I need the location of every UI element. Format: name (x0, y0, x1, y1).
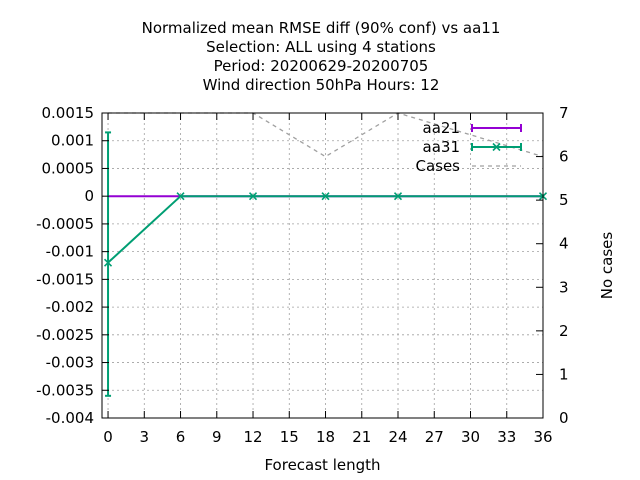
x-tick-label: 33 (497, 428, 516, 446)
point-marker (393, 192, 403, 201)
x-tick-label: 18 (316, 428, 335, 446)
y-tick-label: -0.001 (46, 243, 94, 261)
x-tick-label: 30 (461, 428, 480, 446)
y-tick-label: 0 (84, 187, 94, 205)
y-tick-label: -0.0005 (36, 215, 94, 233)
y2-tick-label: 5 (559, 191, 569, 209)
title-line: Selection: ALL using 4 stations (206, 38, 436, 56)
y-tick-label: 0.0005 (42, 159, 95, 177)
x-tick-label: 24 (388, 428, 407, 446)
y2-tick-label: 7 (559, 104, 569, 122)
x-tick-label: 36 (533, 428, 552, 446)
x-tick-label: 6 (176, 428, 186, 446)
y2-tick-label: 6 (559, 148, 569, 166)
series-layer (103, 112, 548, 397)
y-tick-label: -0.003 (46, 354, 94, 372)
y-tick-label: 0.0015 (42, 104, 95, 122)
x-tick-label: 12 (243, 428, 262, 446)
point-marker (492, 142, 501, 152)
x-tick-label: 21 (352, 428, 371, 446)
axis-ticks: 0 3 6 9 12 15 18 21 24 27 30 33 360.00150.0010.00050… (36, 104, 568, 446)
chart-title: Normalized mean RMSE diff (90% conf) vs … (142, 19, 501, 94)
series-line (107, 195, 543, 264)
series-cases (108, 112, 544, 158)
y2-tick-label: 0 (559, 409, 569, 427)
point-marker (321, 192, 330, 201)
y-tick-label: -0.002 (46, 298, 94, 316)
point-marker (248, 192, 258, 201)
x-axis-label: Forecast length (264, 456, 380, 474)
x-tick-label: 27 (425, 428, 444, 446)
legend-label: aa21 (423, 119, 460, 137)
y-tick-label: -0.0015 (36, 270, 94, 288)
y2-tick-label: 1 (559, 365, 569, 383)
y2-axis-label: No cases (598, 232, 616, 300)
x-tick-label: 9 (212, 428, 222, 446)
y-tick-label: -0.0025 (36, 326, 94, 344)
title-line: Normalized mean RMSE diff (90% conf) vs … (142, 19, 501, 37)
title-line: Wind direction 50hPa Hours: 12 (203, 76, 440, 94)
legend-label: aa31 (423, 138, 460, 156)
legend-label: Cases (415, 157, 460, 175)
x-tick-label: 0 (103, 428, 113, 446)
plot-frame (101, 112, 544, 419)
x-tick-label: 3 (140, 428, 150, 446)
y-tick-label: 0.001 (51, 132, 94, 150)
y2-tick-label: 2 (559, 322, 569, 340)
point-marker (103, 258, 113, 267)
y2-tick-label: 4 (559, 235, 569, 253)
series-line (108, 112, 544, 158)
title-line: Period: 20200629-20200705 (214, 57, 429, 75)
point-marker (176, 192, 185, 201)
y-tick-label: -0.0035 (36, 381, 94, 399)
y-tick-label: -0.004 (46, 409, 94, 427)
x-tick-label: 15 (280, 428, 299, 446)
y2-tick-label: 3 (559, 278, 569, 296)
grid-lines (102, 113, 543, 418)
